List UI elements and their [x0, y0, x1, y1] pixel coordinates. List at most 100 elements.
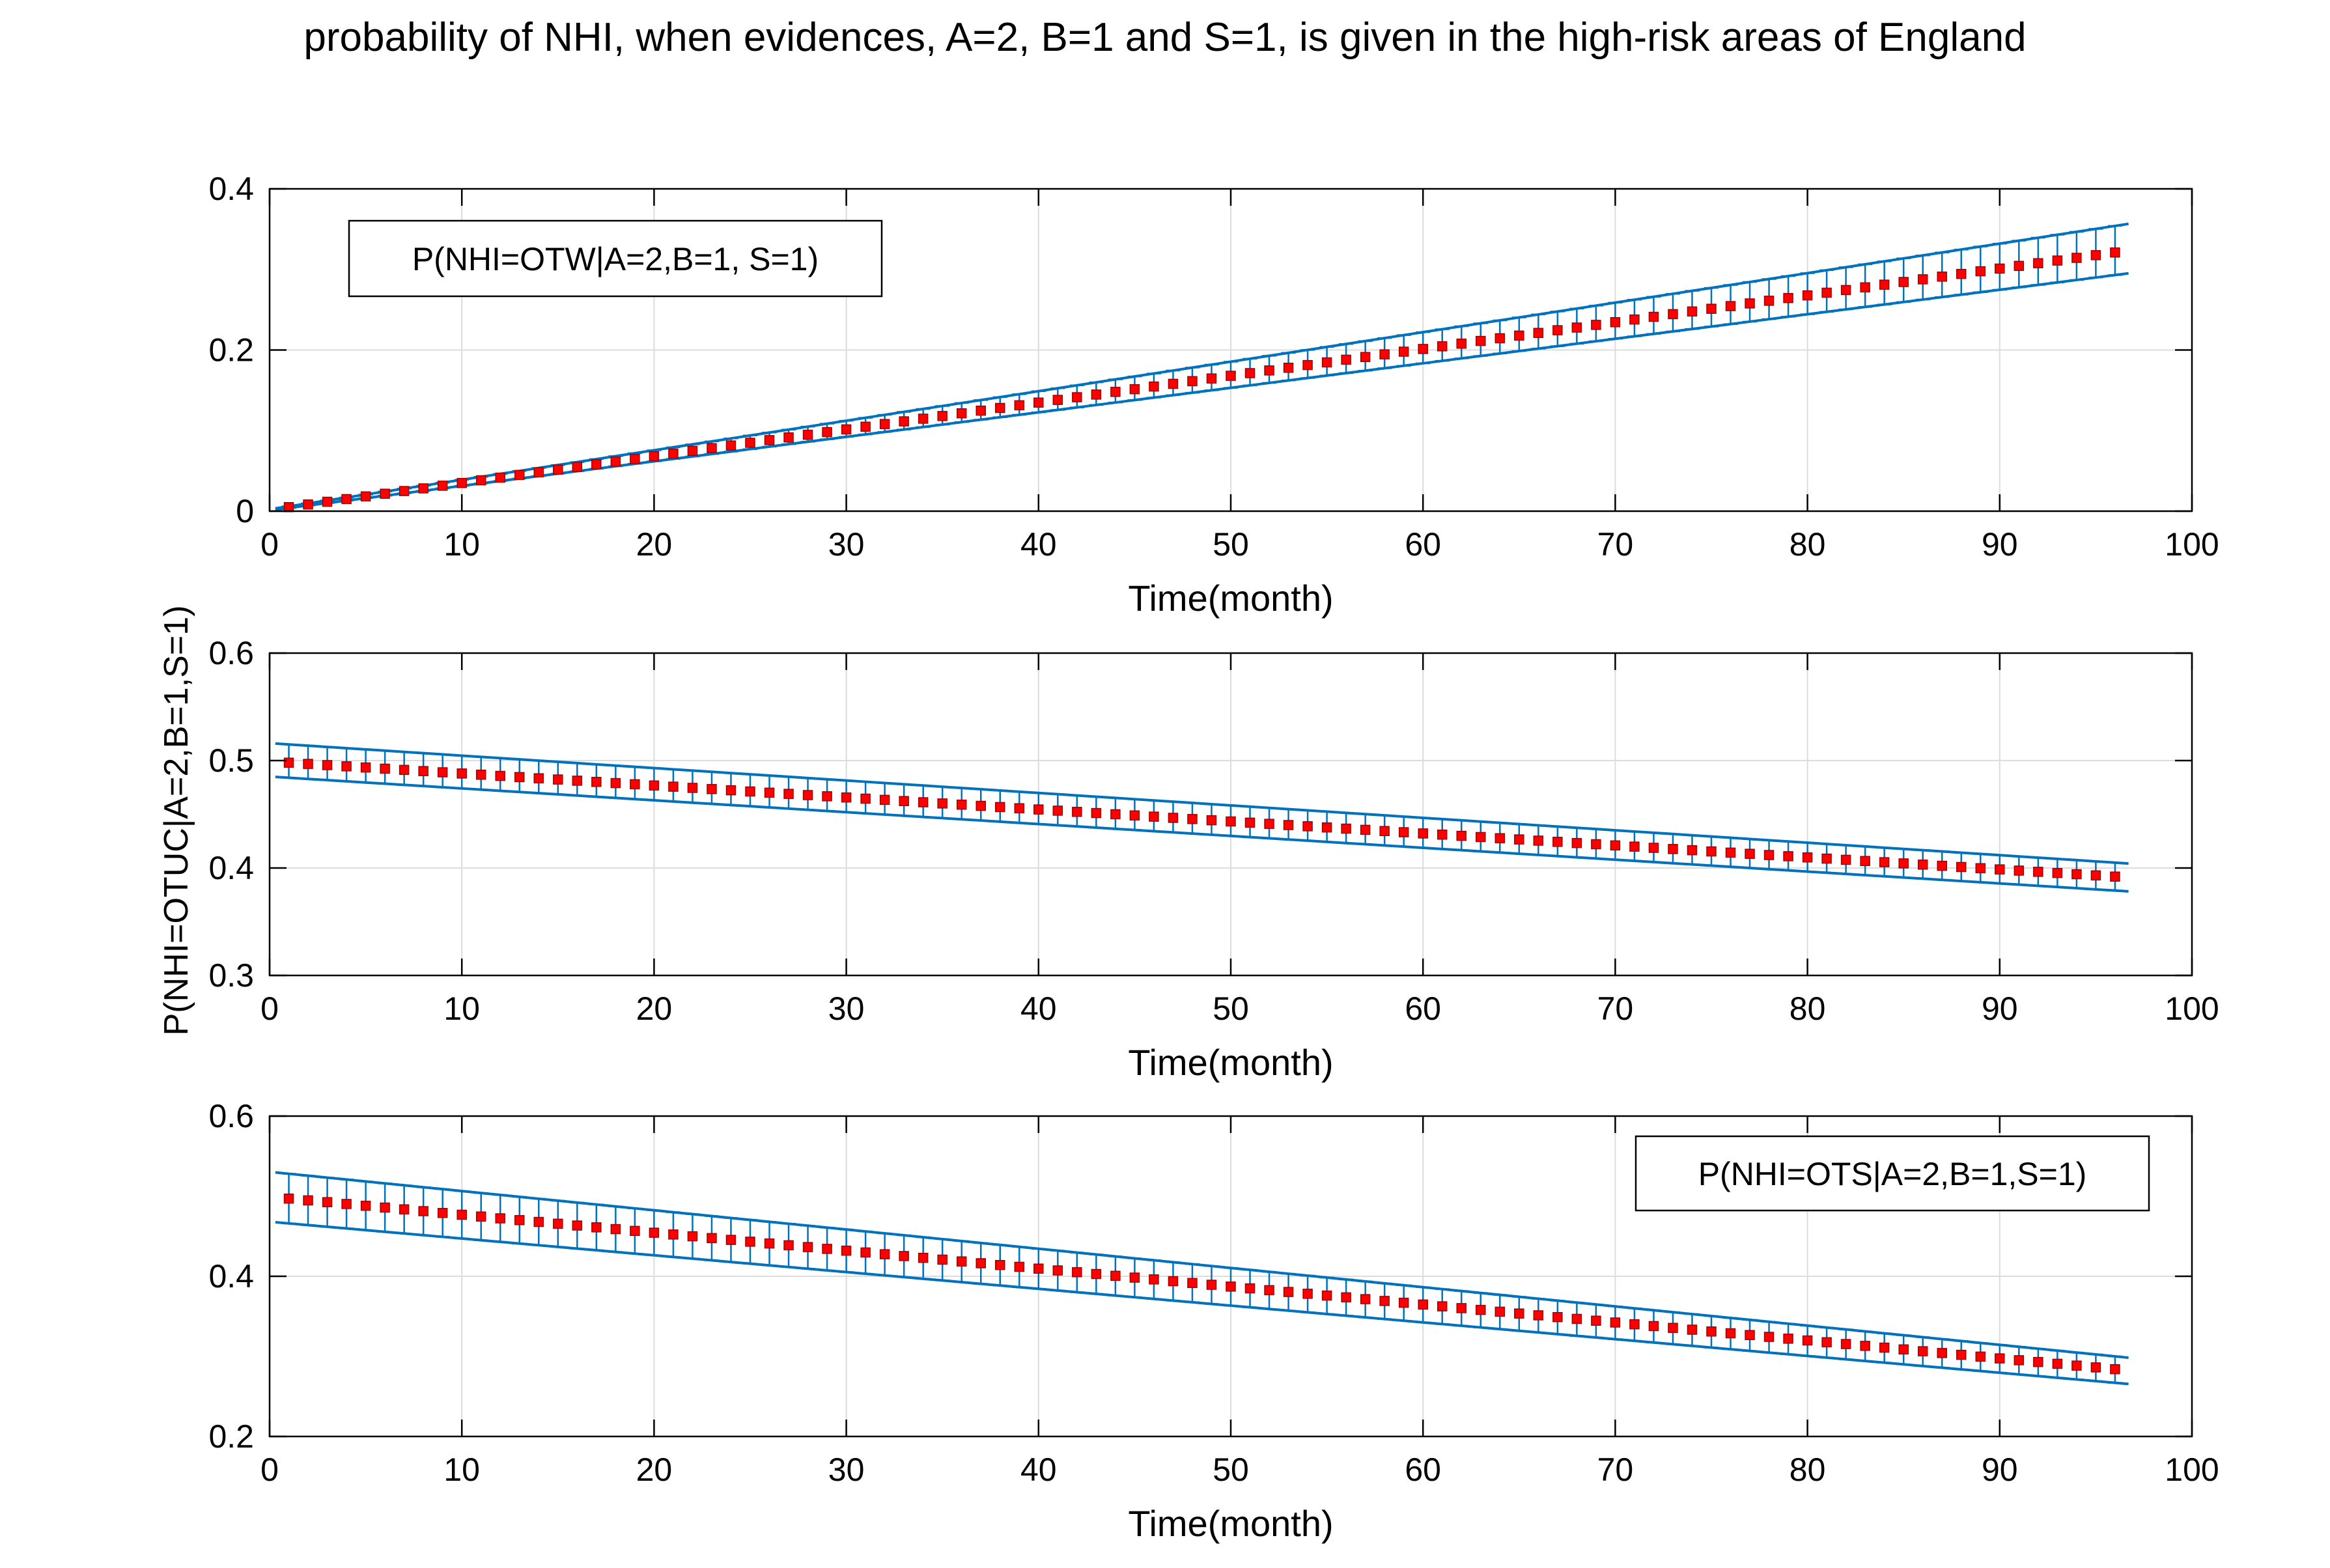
mean-marker	[764, 1238, 775, 1249]
mean-marker	[725, 785, 737, 796]
mean-marker	[1091, 1268, 1102, 1280]
shared-y-axis-label: P(NHI=OTUC|A=2,B=1,S=1)	[158, 606, 195, 1036]
mean-marker	[1495, 833, 1506, 844]
mean-marker	[2052, 867, 2063, 878]
mean-marker	[841, 1245, 852, 1256]
mean-marker	[1514, 330, 1524, 341]
mean-marker	[1937, 860, 1947, 871]
mean-marker	[360, 1200, 371, 1211]
mean-marker	[1552, 325, 1563, 335]
mean-marker	[1995, 263, 2005, 274]
mean-marker	[1802, 290, 1813, 301]
mean-marker	[1206, 373, 1217, 384]
mean-marker	[1456, 1303, 1467, 1313]
mean-marker	[1418, 1299, 1428, 1310]
mean-marker	[1033, 804, 1044, 815]
mean-marker	[1437, 341, 1448, 352]
mean-marker	[1879, 1342, 1890, 1353]
mean-marker	[591, 459, 602, 469]
mean-marker	[475, 769, 486, 780]
mean-marker	[1956, 861, 1967, 873]
mean-marker	[745, 786, 755, 797]
mean-marker	[341, 761, 352, 772]
mean-marker	[822, 427, 832, 438]
mean-marker	[418, 483, 428, 494]
mean-marker	[1360, 1294, 1371, 1304]
mean-marker	[283, 1193, 294, 1204]
mean-marker	[495, 1213, 505, 1224]
mean-marker	[1341, 1292, 1351, 1303]
mean-marker	[1937, 272, 1947, 282]
mean-marker	[1149, 381, 1159, 392]
mean-marker	[783, 1240, 794, 1251]
mean-marker	[1687, 845, 1698, 856]
mean-marker	[2033, 867, 2043, 877]
mean-marker	[1802, 1335, 1813, 1346]
mean-marker	[630, 779, 640, 790]
mean-marker	[1149, 811, 1159, 822]
x-axis-label: Time(month)	[1128, 1503, 1333, 1544]
mean-marker	[1168, 813, 1179, 823]
mean-marker	[687, 1231, 698, 1242]
mean-marker	[514, 772, 525, 783]
mean-marker	[1840, 1339, 1851, 1349]
mean-marker	[1302, 359, 1313, 371]
mean-marker	[764, 435, 775, 445]
mean-marker	[303, 1195, 313, 1206]
y-tick-label: 0.5	[208, 742, 254, 779]
x-tick-label: 40	[1020, 526, 1057, 563]
mean-marker	[456, 1209, 467, 1220]
mean-marker	[1418, 344, 1428, 354]
mean-marker	[976, 800, 986, 811]
mean-marker	[1917, 1346, 1928, 1356]
y-tick-label: 0.4	[208, 171, 254, 207]
y-tick-label: 0.3	[208, 957, 254, 994]
mean-marker	[1687, 1324, 1698, 1335]
x-tick-label: 80	[1790, 526, 1826, 563]
x-axis-label: Time(month)	[1128, 1042, 1333, 1083]
mean-marker	[2110, 871, 2120, 882]
mean-marker	[745, 438, 755, 448]
mean-marker	[1437, 1301, 1448, 1311]
mean-marker	[937, 1254, 947, 1265]
mean-marker	[764, 787, 775, 798]
mean-marker	[1476, 335, 1486, 346]
mean-marker	[1975, 1351, 1986, 1362]
mean-marker	[1437, 830, 1448, 840]
mean-marker	[2071, 253, 2082, 263]
mean-marker	[322, 496, 333, 507]
mean-marker	[1283, 1287, 1294, 1297]
mean-marker	[553, 1218, 563, 1229]
mean-marker	[1956, 268, 1967, 279]
mean-marker	[533, 467, 544, 478]
mean-marker	[1514, 834, 1524, 845]
mean-marker	[649, 780, 660, 791]
mean-marker	[1495, 1306, 1506, 1317]
mean-marker	[591, 777, 602, 787]
mean-marker	[937, 798, 947, 809]
mean-marker	[899, 416, 909, 427]
mean-marker	[322, 760, 333, 770]
mean-marker	[495, 472, 505, 483]
x-tick-label: 40	[1020, 990, 1057, 1027]
x-axis-label: Time(month)	[1128, 578, 1333, 619]
mean-marker	[533, 1216, 544, 1227]
mean-marker	[1187, 1278, 1198, 1289]
mean-marker	[1206, 1280, 1217, 1290]
mean-marker	[533, 773, 544, 783]
mean-marker	[1629, 1319, 1640, 1330]
x-tick-label: 30	[828, 990, 865, 1027]
mean-marker	[1033, 1263, 1044, 1274]
mean-marker	[437, 481, 448, 491]
mean-marker	[1571, 837, 1582, 848]
mean-marker	[303, 499, 313, 510]
x-tick-label: 50	[1213, 526, 1249, 563]
mean-marker	[1110, 1270, 1121, 1281]
mean-marker	[1995, 864, 2005, 875]
mean-marker	[918, 1252, 929, 1263]
mean-marker	[1783, 1334, 1793, 1344]
mean-marker	[1129, 384, 1140, 395]
mean-marker	[1398, 1297, 1409, 1308]
mean-marker	[1091, 807, 1102, 819]
mean-marker	[1821, 853, 1832, 864]
